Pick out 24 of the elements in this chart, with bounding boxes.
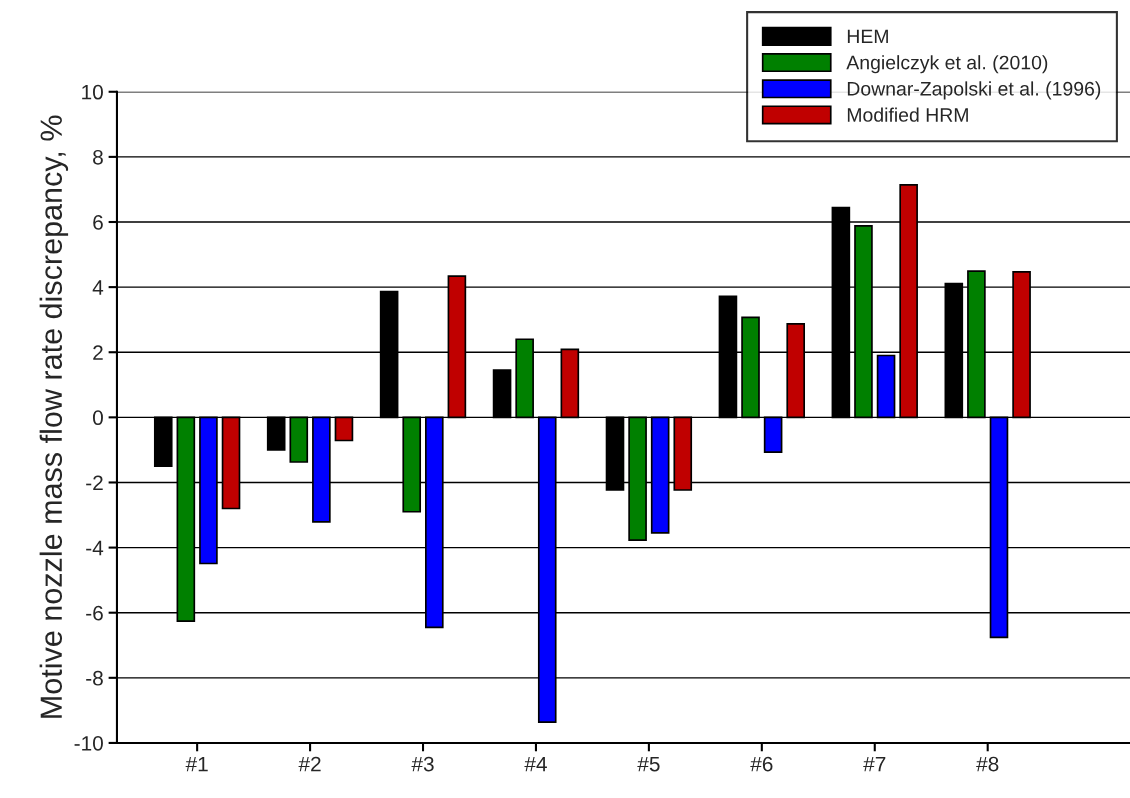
legend-label: Modified HRM: [847, 107, 968, 122]
y-tick-label: -4: [86, 540, 104, 556]
y-tick-label: -10: [74, 735, 103, 751]
y-tick-label: -6: [86, 605, 103, 621]
legend-label: Angielczyk et al. (2010): [846, 55, 1048, 74]
y-tick-label: 2: [93, 345, 103, 360]
y-tick-label: 10: [82, 84, 103, 100]
y-tick-label: -8: [86, 670, 103, 686]
x-tick-label: #6: [750, 756, 773, 772]
y-tick-label: 0: [92, 410, 103, 426]
y-tick-label: 8: [93, 149, 103, 165]
x-tick-label: #8: [976, 756, 999, 772]
x-tick-label: #4: [524, 756, 547, 772]
legend-label: HEM: [847, 29, 888, 44]
y-tick-label: 6: [93, 215, 103, 230]
y-tick-label: 4: [92, 280, 104, 295]
y-axis-title: Motive nozzle mass flow rate discrepancy, %: [39, 115, 69, 718]
x-tick-label: #7: [863, 756, 886, 772]
x-tick-label: #3: [411, 756, 434, 772]
legend-label: Downar-Zapolski et al. (1996): [847, 81, 1101, 100]
x-tick-label: #2: [298, 756, 321, 772]
y-tick-label: -2: [86, 475, 103, 491]
x-tick-label: #1: [185, 756, 208, 772]
x-tick-label: #5: [637, 756, 660, 772]
